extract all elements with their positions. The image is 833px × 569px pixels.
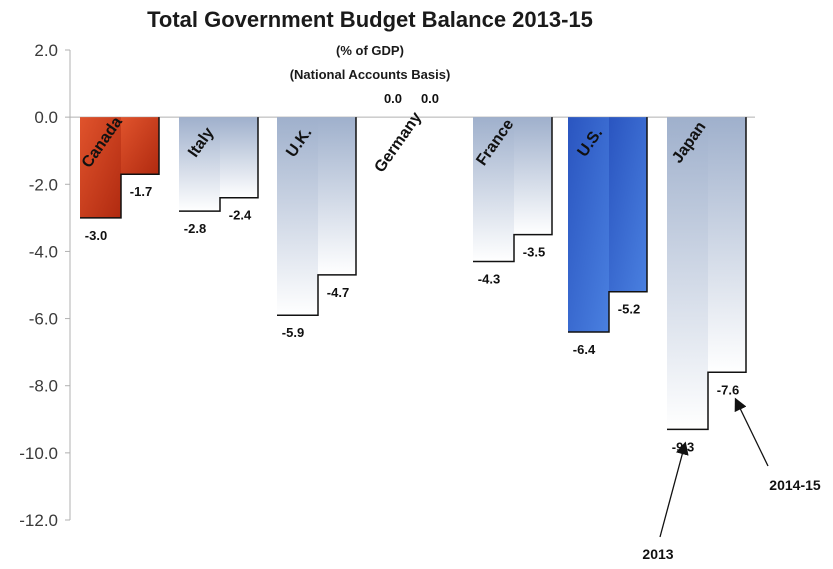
data-label-2014-15-4: -3.5 — [523, 245, 545, 260]
bar-outline-0 — [80, 117, 160, 219]
annotation-2013: 2013 — [642, 441, 689, 562]
data-label-2013-0: -3.0 — [85, 228, 107, 243]
arrow-2014-15 — [734, 397, 769, 467]
bar-2014-15-6 — [708, 117, 746, 373]
y-tick-label: -12.0 — [19, 511, 58, 530]
bar-2014-15-5 — [609, 117, 647, 292]
bar-2013-5 — [568, 117, 609, 333]
arrow-2013 — [659, 441, 689, 538]
data-label-2013-1: -2.8 — [184, 221, 206, 236]
chart-subtitle-2: (National Accounts Basis) — [290, 67, 451, 82]
bar-outline-1 — [179, 117, 259, 212]
bar-2013-1 — [179, 117, 220, 212]
bar-2013-0 — [80, 117, 121, 218]
bar-outline-6 — [667, 117, 747, 431]
y-tick-label: -8.0 — [29, 377, 58, 396]
y-tick-label: -6.0 — [29, 310, 58, 329]
data-label-2014-15-5: -5.2 — [618, 302, 640, 317]
y-tick-label: -4.0 — [29, 242, 58, 261]
y-tick-label: -10.0 — [19, 444, 58, 463]
bars-group — [80, 117, 747, 431]
chart-title: Total Government Budget Balance 2013-15 — [147, 7, 593, 32]
annotation-2013-label: 2013 — [642, 546, 673, 562]
bar-2013-2 — [277, 117, 318, 316]
bar-2014-15-0 — [121, 117, 159, 175]
bar-outline-4 — [473, 117, 553, 263]
y-tick-label: 0.0 — [34, 108, 58, 127]
data-label-2013-4: -4.3 — [478, 272, 500, 287]
data-label-2013-2: -5.9 — [282, 325, 304, 340]
y-tick-label: -2.0 — [29, 175, 58, 194]
data-label-2014-15-1: -2.4 — [229, 208, 252, 223]
annotation-2014-15: 2014-15 — [734, 397, 821, 493]
bar-2014-15-2 — [318, 117, 356, 275]
data-label-2014-15-6: -7.6 — [717, 382, 739, 397]
bar-outline-5 — [568, 117, 648, 333]
data-label-2014-15-0: -1.7 — [130, 184, 152, 199]
data-label-2014-15-2: -4.7 — [327, 285, 349, 300]
data-label-2013-5: -6.4 — [573, 342, 596, 357]
bar-2013-6 — [667, 117, 708, 430]
category-label-3: Germany — [371, 109, 425, 176]
bar-2013-4 — [473, 117, 514, 262]
bar-outline-2 — [277, 117, 357, 316]
y-axis: 2.0 0.0 -2.0 -4.0 -6.0 -8.0 -10.0 -12.0 — [19, 41, 755, 530]
bar-2014-15-1 — [220, 117, 258, 198]
chart-subtitle-1: (% of GDP) — [336, 43, 404, 58]
annotation-2014-15-label: 2014-15 — [769, 477, 821, 493]
y-tick-label: 2.0 — [34, 41, 58, 60]
data-label-2013-3: 0.0 — [384, 91, 402, 106]
bar-2014-15-4 — [514, 117, 552, 235]
data-label-2014-15-3: 0.0 — [421, 91, 439, 106]
